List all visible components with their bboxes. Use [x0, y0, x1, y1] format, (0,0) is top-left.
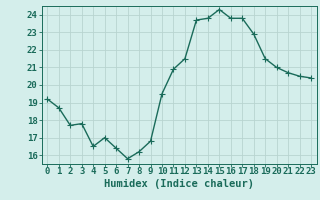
X-axis label: Humidex (Indice chaleur): Humidex (Indice chaleur) — [104, 179, 254, 189]
